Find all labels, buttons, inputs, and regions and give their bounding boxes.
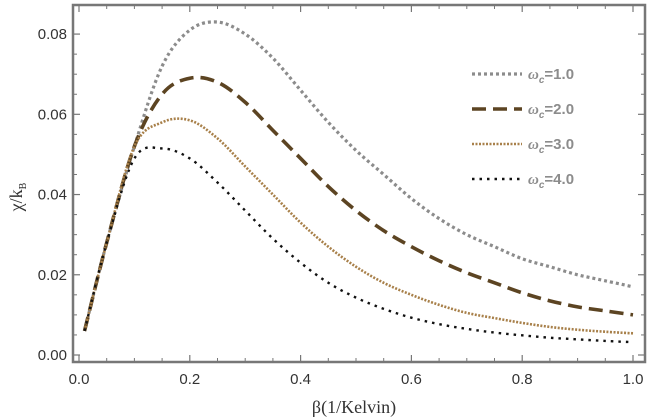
- y-tick-label: 0.02: [38, 267, 67, 284]
- legend: ωc=1.0ωc=2.0ωc=3.0ωc=4.0: [472, 66, 574, 191]
- x-tick-label: 0.4: [290, 371, 311, 388]
- legend-symbol: ω: [528, 137, 539, 153]
- legend-subscript: c: [539, 180, 545, 191]
- series-line-1: [82, 20, 634, 332]
- series-line-4: [83, 146, 634, 344]
- x-tick-label: 0.0: [69, 371, 90, 388]
- legend-label-3: ωc=3.0: [528, 136, 574, 156]
- legend-symbol: ω: [528, 67, 539, 83]
- plot-frame: [71, 3, 647, 364]
- legend-value: =3.0: [544, 136, 574, 153]
- x-tick-label: 0.8: [512, 371, 533, 388]
- x-tick-label: 0.2: [179, 371, 200, 388]
- legend-label-4: ωc=4.0: [528, 171, 574, 191]
- plot-area: [71, 3, 647, 364]
- y-tick-label: 0.06: [38, 106, 67, 123]
- x-axis-title: β(1/Kelvin): [312, 397, 396, 418]
- legend-subscript: c: [539, 75, 545, 86]
- legend-symbol: ω: [528, 172, 539, 188]
- legend-label-1: ωc=1.0: [528, 66, 574, 86]
- legend-subscript: c: [539, 110, 545, 121]
- legend-label-2: ωc=2.0: [528, 101, 574, 121]
- y-tick-label: 0.08: [38, 26, 67, 43]
- legend-value: =2.0: [544, 101, 574, 118]
- y-axis-title-main: χ/k: [6, 189, 26, 212]
- x-tick-label: 1.0: [623, 371, 644, 388]
- y-tick-label: 0.04: [38, 187, 67, 204]
- y-axis-ticks: 0.00 0.02 0.04 0.06 0.08: [38, 26, 645, 364]
- series-line-3: [83, 117, 634, 335]
- x-axis-ticks: 0.0 0.2 0.4 0.6 0.8 1.0: [69, 5, 644, 388]
- legend-value: =4.0: [544, 171, 574, 188]
- y-axis-title: χ/kB: [6, 182, 29, 212]
- legend-value: =1.0: [544, 66, 574, 83]
- series-lines: [82, 20, 634, 344]
- y-axis-title-sub: B: [18, 182, 29, 189]
- x-tick-label: 0.6: [401, 371, 422, 388]
- y-tick-label: 0.00: [38, 347, 67, 364]
- legend-symbol: ω: [528, 102, 539, 118]
- series-line-2: [82, 75, 634, 332]
- legend-subscript: c: [539, 145, 545, 156]
